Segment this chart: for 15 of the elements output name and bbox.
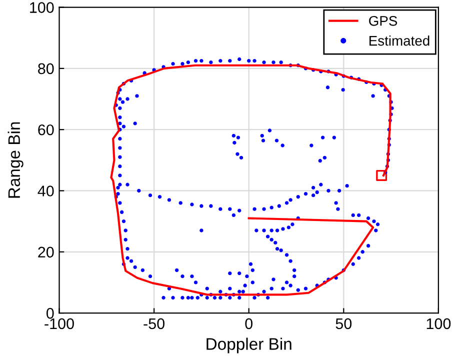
- x-tick-label: 100: [426, 318, 451, 330]
- x-axis-title: Doppler Bin: [206, 338, 292, 354]
- y-tick-label: 80: [38, 63, 54, 74]
- x-tick-label: -50: [144, 318, 164, 330]
- x-tick-label: -100: [44, 318, 74, 330]
- x-tick-label: 50: [336, 318, 352, 330]
- x-tick-label: 0: [245, 318, 252, 330]
- legend-label: Estimated: [370, 36, 430, 46]
- y-tick-label: 60: [38, 124, 54, 136]
- y-tick-label: 0: [46, 308, 54, 319]
- legend-label: GPS: [369, 16, 398, 26]
- y-axis-title: Range Bin: [8, 122, 24, 198]
- y-tick-label: 40: [38, 186, 54, 196]
- y-tick-label: 20: [38, 246, 54, 258]
- y-tick-label: 100: [30, 2, 54, 13]
